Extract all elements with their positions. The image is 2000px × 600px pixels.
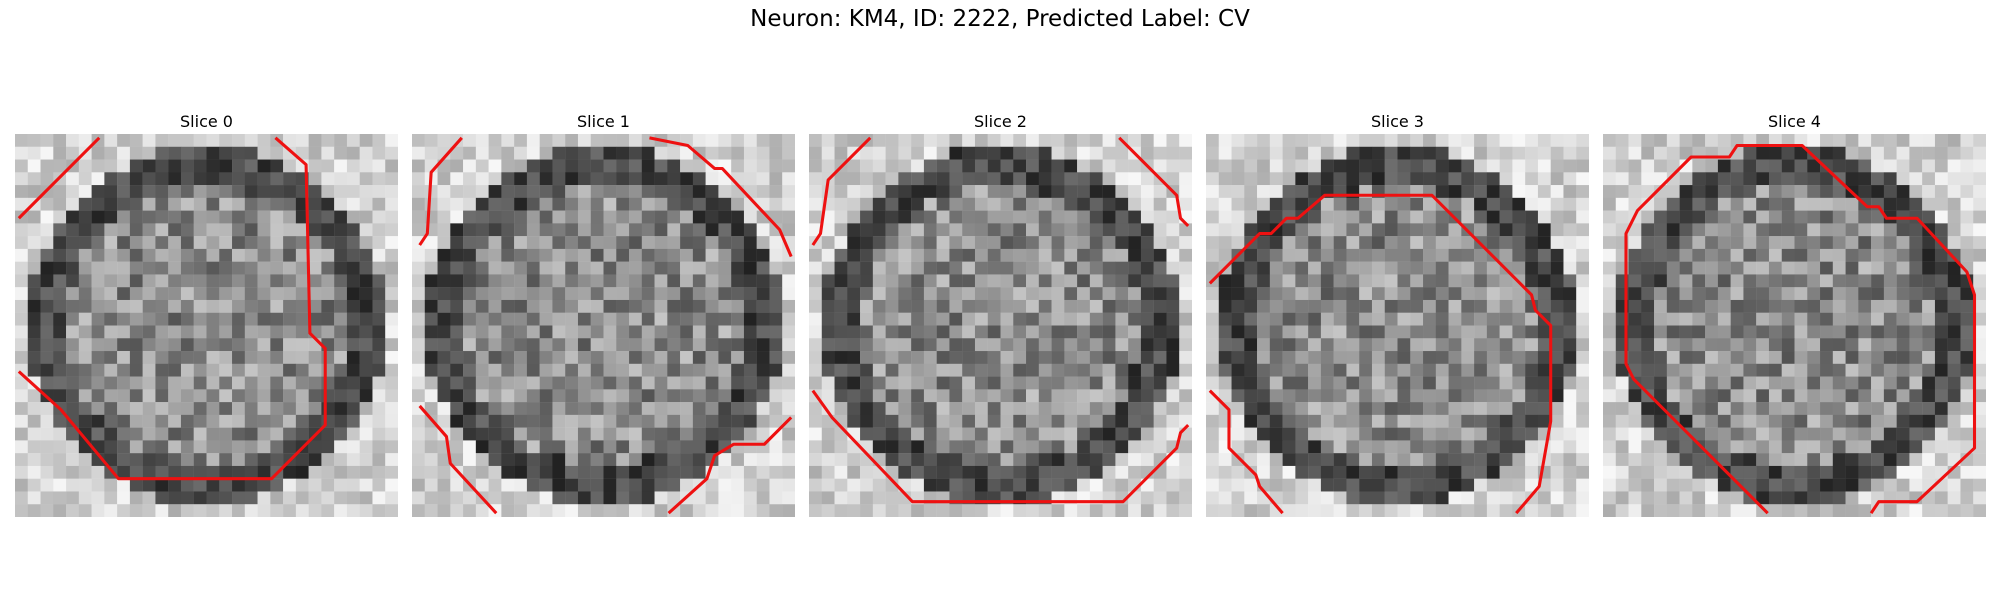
contour-line <box>667 416 793 515</box>
pixel-grid <box>15 134 398 517</box>
panel-slice-3: Slice 3 <box>1206 110 1589 517</box>
contour-line <box>418 136 463 246</box>
contour-line <box>1208 389 1284 515</box>
pixel-grid <box>412 134 795 517</box>
contour-line <box>811 136 872 246</box>
pixel-grid <box>809 134 1192 517</box>
slice-image <box>15 134 398 517</box>
panel-title: Slice 3 <box>1371 112 1424 131</box>
panel-slice-1: Slice 1 <box>412 110 795 517</box>
pixel-grid <box>1206 134 1589 517</box>
panel-slice-2: Slice 2 <box>809 110 1192 517</box>
contour-line <box>1624 143 1977 515</box>
contour-line <box>17 136 101 220</box>
panel-slice-0: Slice 0 <box>15 110 398 517</box>
slice-image <box>1206 134 1589 517</box>
panel-title: Slice 2 <box>974 112 1027 131</box>
slice-image <box>1603 134 1986 517</box>
slice-image <box>412 134 795 517</box>
contour-line <box>1208 193 1553 515</box>
contour-line <box>811 389 1190 504</box>
contour-line <box>17 136 327 481</box>
panel-title: Slice 0 <box>180 112 233 131</box>
contour-line <box>649 136 793 258</box>
pixel-grid <box>1603 134 1986 517</box>
panel-title: Slice 1 <box>577 112 630 131</box>
panel-title: Slice 4 <box>1768 112 1821 131</box>
slice-image <box>809 134 1192 517</box>
panel-slice-4: Slice 4 <box>1603 110 1986 517</box>
figure-suptitle: Neuron: KM4, ID: 2222, Predicted Label: … <box>750 6 1250 32</box>
contour-line <box>1118 136 1190 228</box>
contour-line <box>418 404 498 515</box>
